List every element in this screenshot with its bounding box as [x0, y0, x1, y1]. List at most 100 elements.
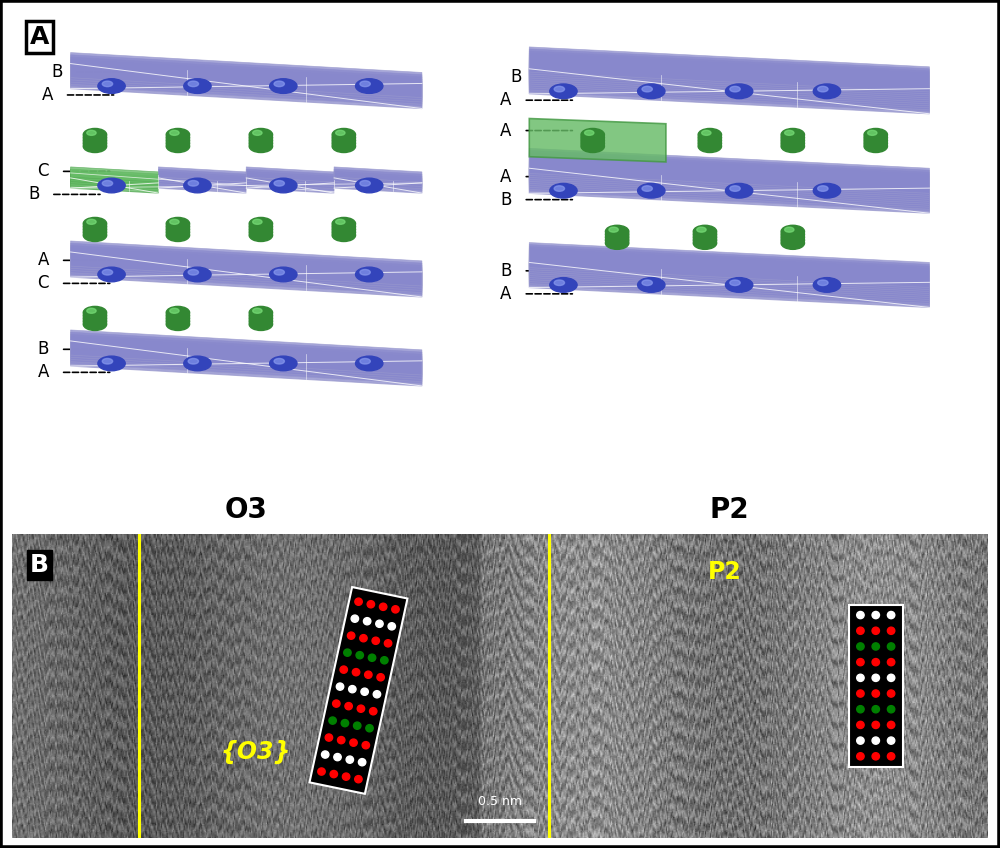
Circle shape — [332, 134, 356, 147]
Circle shape — [785, 139, 794, 144]
Circle shape — [781, 140, 805, 153]
Polygon shape — [246, 169, 334, 184]
Circle shape — [887, 628, 895, 634]
Polygon shape — [246, 171, 334, 187]
Circle shape — [83, 128, 107, 141]
Circle shape — [698, 128, 722, 141]
Circle shape — [83, 217, 107, 230]
Circle shape — [249, 128, 273, 141]
Polygon shape — [309, 587, 407, 794]
Circle shape — [697, 227, 706, 232]
Circle shape — [170, 142, 179, 147]
Circle shape — [344, 649, 351, 656]
Circle shape — [249, 306, 273, 319]
Circle shape — [857, 659, 864, 666]
Polygon shape — [529, 150, 929, 195]
Circle shape — [379, 603, 387, 611]
Polygon shape — [71, 243, 422, 288]
Circle shape — [361, 688, 368, 695]
Polygon shape — [71, 252, 422, 297]
Circle shape — [355, 598, 362, 605]
Polygon shape — [529, 247, 929, 292]
Circle shape — [550, 84, 577, 98]
Circle shape — [697, 236, 706, 241]
Circle shape — [356, 356, 383, 371]
Circle shape — [170, 222, 179, 227]
Circle shape — [698, 134, 722, 147]
Polygon shape — [71, 178, 158, 193]
Polygon shape — [71, 171, 158, 187]
Circle shape — [697, 238, 706, 243]
Text: B: B — [510, 68, 521, 86]
Circle shape — [170, 139, 179, 144]
Text: A: A — [38, 363, 49, 382]
Circle shape — [253, 139, 262, 144]
Circle shape — [87, 228, 96, 233]
Circle shape — [697, 233, 706, 238]
Circle shape — [785, 136, 794, 141]
Circle shape — [249, 217, 273, 230]
Circle shape — [550, 183, 577, 198]
Polygon shape — [71, 53, 422, 98]
Circle shape — [184, 267, 211, 282]
Circle shape — [605, 237, 629, 249]
Circle shape — [87, 314, 96, 319]
Text: 0.5 nm: 0.5 nm — [478, 795, 522, 808]
Circle shape — [346, 756, 354, 763]
Circle shape — [332, 217, 356, 230]
Circle shape — [868, 136, 877, 141]
Circle shape — [813, 277, 841, 293]
Circle shape — [887, 737, 895, 745]
Circle shape — [781, 228, 805, 241]
Polygon shape — [529, 259, 929, 304]
Circle shape — [585, 131, 594, 136]
FancyBboxPatch shape — [849, 605, 903, 767]
Circle shape — [83, 312, 107, 325]
Circle shape — [166, 223, 190, 236]
Circle shape — [697, 230, 706, 235]
Circle shape — [642, 280, 652, 286]
Circle shape — [725, 84, 753, 98]
Polygon shape — [246, 174, 334, 189]
Circle shape — [367, 600, 375, 608]
Circle shape — [274, 81, 284, 86]
Circle shape — [166, 140, 190, 153]
Circle shape — [362, 742, 370, 749]
Circle shape — [166, 131, 190, 144]
Circle shape — [249, 223, 273, 236]
Circle shape — [868, 133, 877, 138]
Circle shape — [274, 270, 284, 275]
Polygon shape — [529, 55, 929, 100]
Circle shape — [872, 659, 879, 666]
Circle shape — [253, 225, 262, 230]
Circle shape — [188, 359, 199, 364]
Polygon shape — [529, 250, 929, 295]
Circle shape — [363, 617, 371, 625]
Circle shape — [392, 605, 399, 613]
Polygon shape — [529, 168, 929, 213]
Circle shape — [605, 226, 629, 237]
Circle shape — [170, 309, 179, 313]
Circle shape — [332, 226, 356, 238]
Circle shape — [785, 233, 794, 238]
Circle shape — [605, 231, 629, 243]
Polygon shape — [158, 174, 246, 189]
Circle shape — [253, 309, 262, 313]
Polygon shape — [71, 245, 422, 290]
Polygon shape — [529, 49, 929, 94]
Polygon shape — [71, 330, 422, 375]
Circle shape — [83, 223, 107, 236]
Circle shape — [166, 226, 190, 238]
Polygon shape — [529, 51, 929, 96]
Polygon shape — [529, 53, 929, 98]
Circle shape — [340, 666, 347, 673]
Circle shape — [170, 320, 179, 325]
Circle shape — [376, 620, 383, 628]
Circle shape — [87, 139, 96, 144]
Circle shape — [358, 759, 366, 766]
Text: B: B — [51, 63, 63, 81]
Circle shape — [360, 181, 370, 186]
Polygon shape — [529, 61, 929, 106]
Circle shape — [693, 234, 717, 247]
Circle shape — [702, 136, 711, 141]
